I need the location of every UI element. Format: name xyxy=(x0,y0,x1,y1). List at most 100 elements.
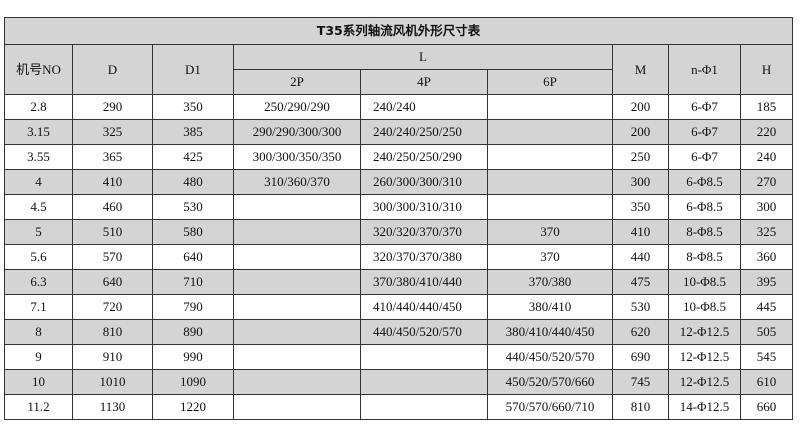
table-row: 11.2 1130 1220 570/570/660/710 810 14-Φ12.5 66… xyxy=(4,394,794,420)
cell-l-6p xyxy=(487,144,613,170)
cell-l-4p xyxy=(360,344,488,370)
cell-d1: 640 xyxy=(152,244,234,270)
table-body: 2.8 290 350 250/290/290 240/240 200 6-Φ7 185 3.1… xyxy=(4,94,794,420)
cell-m: 745 xyxy=(612,369,669,395)
cell-n-phi: 12-Φ12.5 xyxy=(668,344,741,370)
cell-l-2p xyxy=(233,369,361,395)
cell-l-6p: 370/380 xyxy=(487,269,613,295)
cell-no: 4 xyxy=(4,169,73,195)
header-6p: 6P xyxy=(487,69,613,95)
table-row: 10 1010 1090 450/520/570/660 745 12-Φ12.5 610 xyxy=(4,369,794,395)
cell-h: 545 xyxy=(739,344,794,370)
cell-l-2p: 310/360/370 xyxy=(233,169,361,195)
cell-n-phi: 8-Φ8.5 xyxy=(668,219,741,245)
header-d: D xyxy=(72,44,153,95)
cell-d: 460 xyxy=(72,194,153,220)
cell-d1: 1090 xyxy=(152,369,234,395)
cell-d: 510 xyxy=(72,219,153,245)
cell-d1: 890 xyxy=(152,319,234,345)
cell-d1: 385 xyxy=(152,119,234,145)
cell-m: 690 xyxy=(612,344,669,370)
cell-l-6p: 450/520/570/660 xyxy=(487,369,613,395)
cell-d: 570 xyxy=(72,244,153,270)
cell-no: 4.5 xyxy=(4,194,73,220)
cell-l-4p: 240/240/250/250 xyxy=(360,119,488,145)
cell-m: 250 xyxy=(612,144,669,170)
cell-h: 610 xyxy=(739,369,794,395)
cell-l-4p: 300/300/310/310 xyxy=(360,194,488,220)
cell-no: 6.3 xyxy=(4,269,73,295)
cell-n-phi: 6-Φ8.5 xyxy=(668,169,741,195)
cell-l-4p: 370/380/410/440 xyxy=(360,269,488,295)
header-l: L xyxy=(233,44,613,70)
table-row: 2.8 290 350 250/290/290 240/240 200 6-Φ7 185 xyxy=(4,94,794,120)
cell-l-2p xyxy=(233,294,361,320)
cell-l-2p xyxy=(233,244,361,270)
cell-n-phi: 10-Φ8.5 xyxy=(668,269,741,295)
cell-no: 2.8 xyxy=(4,94,73,120)
cell-l-6p: 380/410/440/450 xyxy=(487,319,613,345)
header-n-phi: n-Φ1 xyxy=(668,44,741,95)
cell-h: 360 xyxy=(739,244,794,270)
cell-l-2p: 300/300/350/350 xyxy=(233,144,361,170)
cell-h: 300 xyxy=(739,194,794,220)
cell-n-phi: 12-Φ12.5 xyxy=(668,319,741,345)
cell-l-6p xyxy=(487,169,613,195)
cell-no: 3.55 xyxy=(4,144,73,170)
cell-m: 300 xyxy=(612,169,669,195)
table-row: 4.5 460 530 300/300/310/310 350 6-Φ8.5 300 xyxy=(4,194,794,220)
header-4p: 4P xyxy=(360,69,488,95)
cell-l-2p: 290/290/300/300 xyxy=(233,119,361,145)
cell-d: 910 xyxy=(72,344,153,370)
table-row: 3.55 365 425 300/300/350/350 240/250/250/290… xyxy=(4,144,794,170)
cell-d: 410 xyxy=(72,169,153,195)
cell-l-2p xyxy=(233,344,361,370)
cell-d: 640 xyxy=(72,269,153,295)
cell-l-6p: 570/570/660/710 xyxy=(487,394,613,420)
cell-d1: 990 xyxy=(152,344,234,370)
cell-n-phi: 14-Φ12.5 xyxy=(668,394,741,420)
dimension-table: T35系列轴流风机外形尺寸表 机号NO D D1 L M n-Φ1 H 2P 4… xyxy=(3,17,794,420)
cell-l-2p xyxy=(233,319,361,345)
cell-m: 350 xyxy=(612,194,669,220)
cell-h: 270 xyxy=(739,169,794,195)
cell-d1: 350 xyxy=(152,94,234,120)
table-row: 4 410 480 310/360/370 260/300/300/310 300 6-Φ8… xyxy=(4,169,794,195)
cell-d1: 710 xyxy=(152,269,234,295)
cell-h: 660 xyxy=(739,394,794,420)
table-title: T35系列轴流风机外形尺寸表 xyxy=(3,17,794,45)
cell-no: 10 xyxy=(4,369,73,395)
cell-h: 220 xyxy=(739,119,794,145)
cell-d: 720 xyxy=(72,294,153,320)
cell-l-4p: 440/450/520/570 xyxy=(360,319,488,345)
cell-l-6p: 380/410 xyxy=(487,294,613,320)
cell-l-6p: 370 xyxy=(487,219,613,245)
cell-n-phi: 10-Φ8.5 xyxy=(668,294,741,320)
cell-d1: 480 xyxy=(152,169,234,195)
cell-h: 505 xyxy=(739,319,794,345)
cell-d: 325 xyxy=(72,119,153,145)
cell-l-2p: 250/290/290 xyxy=(233,94,361,120)
cell-n-phi: 6-Φ7 xyxy=(668,119,741,145)
cell-l-4p xyxy=(360,394,488,420)
cell-l-6p xyxy=(487,194,613,220)
cell-n-phi: 6-Φ7 xyxy=(668,94,741,120)
cell-d1: 425 xyxy=(152,144,234,170)
table-row: 6.3 640 710 370/380/410/440 370/380 475 10-Φ8.… xyxy=(4,269,794,295)
cell-l-4p: 240/240 xyxy=(360,94,488,120)
cell-d: 1010 xyxy=(72,369,153,395)
cell-m: 200 xyxy=(612,119,669,145)
cell-l-4p: 410/440/440/450 xyxy=(360,294,488,320)
cell-h: 395 xyxy=(739,269,794,295)
table-row: 3.15 325 385 290/290/300/300 240/240/250/250… xyxy=(4,119,794,145)
table-row: 9 910 990 440/450/520/570 690 12-Φ12.5 545 xyxy=(4,344,794,370)
cell-no: 8 xyxy=(4,319,73,345)
cell-l-2p xyxy=(233,269,361,295)
cell-n-phi: 6-Φ7 xyxy=(668,144,741,170)
cell-l-2p xyxy=(233,394,361,420)
cell-h: 445 xyxy=(739,294,794,320)
cell-d1: 530 xyxy=(152,194,234,220)
cell-d: 1130 xyxy=(72,394,153,420)
cell-no: 7.1 xyxy=(4,294,73,320)
cell-no: 5 xyxy=(4,219,73,245)
